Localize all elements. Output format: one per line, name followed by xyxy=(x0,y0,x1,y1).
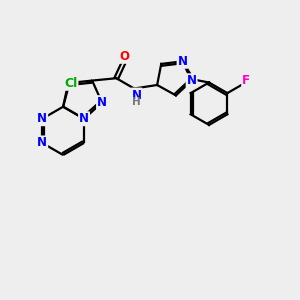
Text: N: N xyxy=(37,136,47,149)
Text: N: N xyxy=(97,96,107,109)
Text: Cl: Cl xyxy=(64,77,77,90)
Text: N: N xyxy=(37,112,47,125)
Text: N: N xyxy=(131,88,142,101)
Text: H: H xyxy=(132,97,141,107)
Text: N: N xyxy=(79,112,89,125)
Text: F: F xyxy=(242,74,250,87)
Text: N: N xyxy=(187,74,196,87)
Text: N: N xyxy=(178,55,188,68)
Text: O: O xyxy=(119,50,129,63)
